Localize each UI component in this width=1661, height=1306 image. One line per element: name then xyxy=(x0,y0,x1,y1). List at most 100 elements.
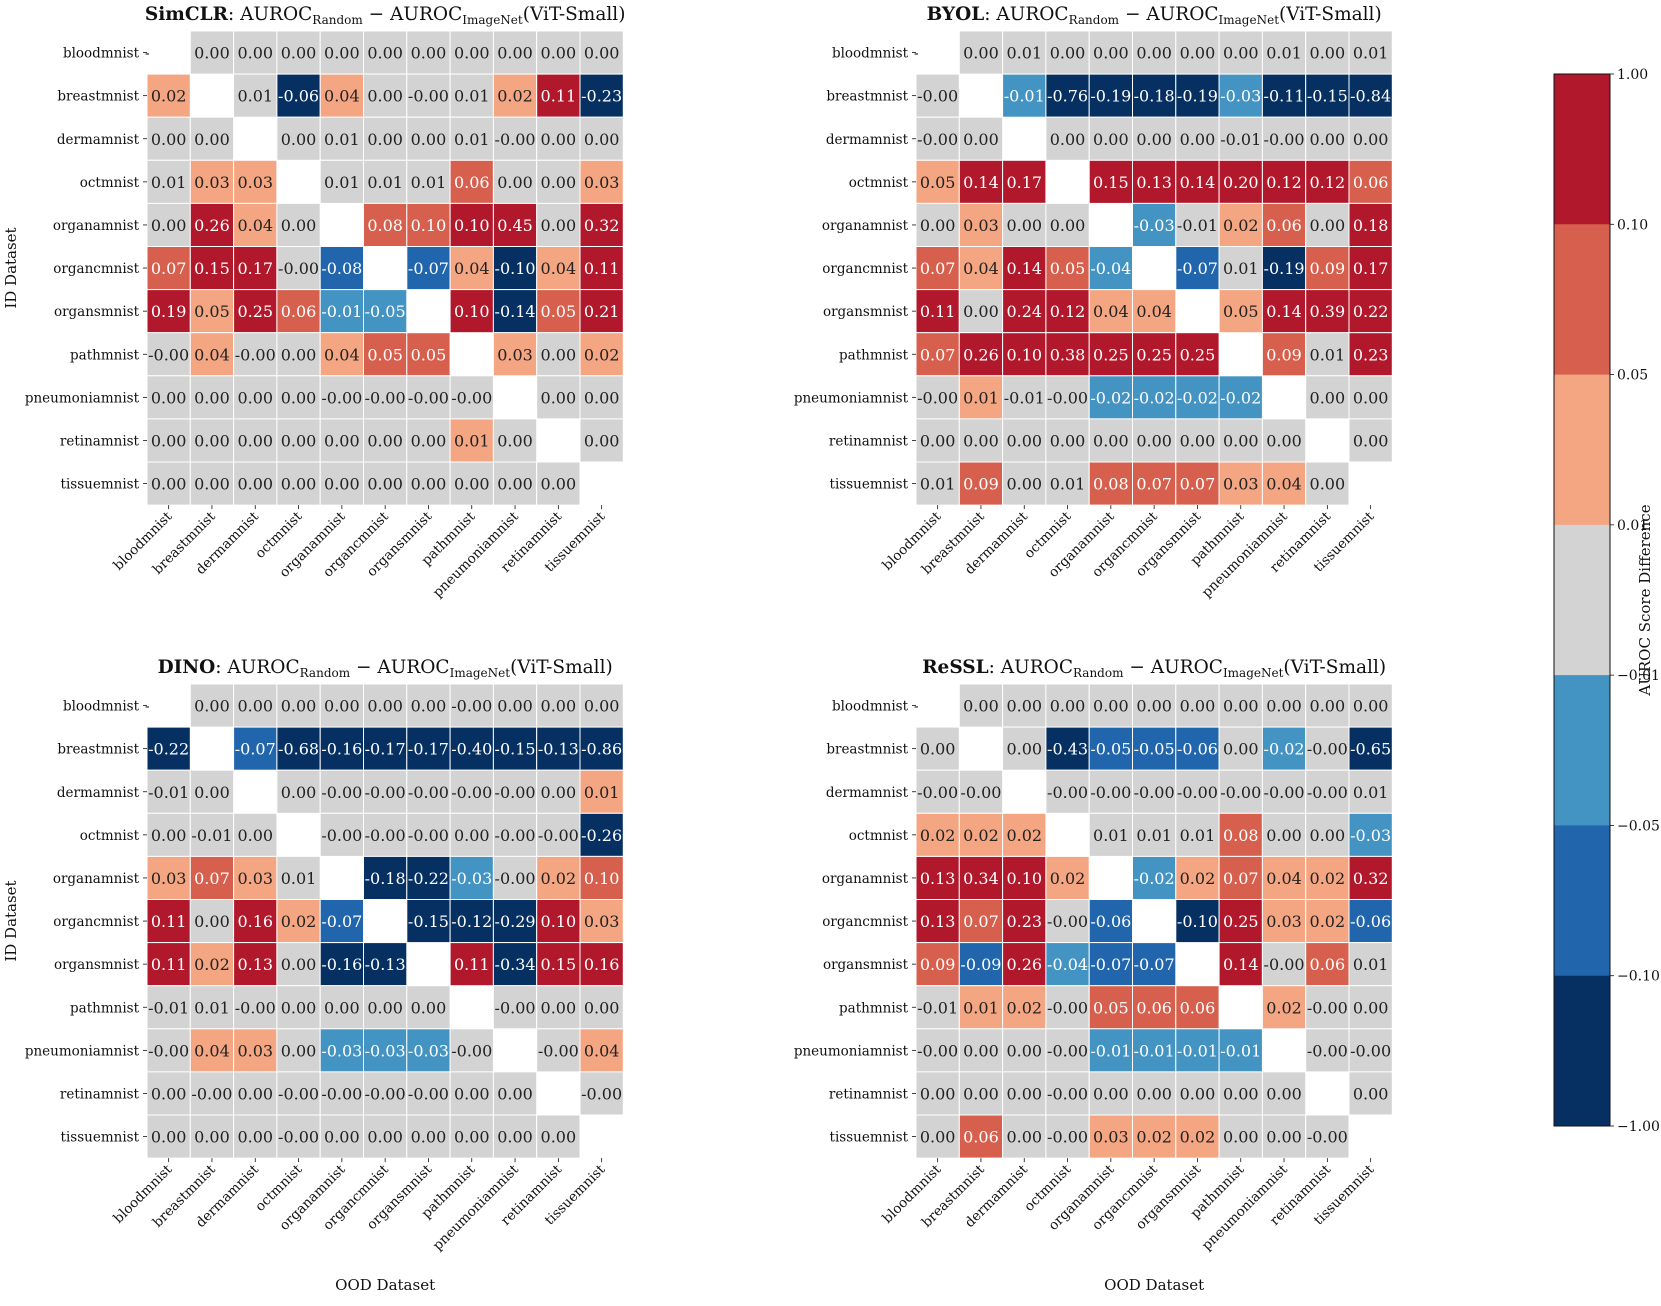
heatmap-cell xyxy=(1261,116,1307,161)
cell-value-label: -0.00 xyxy=(148,345,189,364)
heatmap-cell xyxy=(915,769,960,814)
cell-value-label: 0.00 xyxy=(1223,431,1259,450)
cell-value-label: -0.03 xyxy=(1350,826,1391,845)
cell-value-label: 0.00 xyxy=(1050,697,1086,716)
cell-value-label: -0.01 xyxy=(1004,388,1045,407)
heatmap-cell xyxy=(363,726,408,771)
heatmap-ressl: ReSSL: AUROCRandom − AUROCImageNet(ViT-S… xyxy=(794,657,1393,1294)
cell-value-label: 0.03 xyxy=(963,216,999,235)
cell-value-label: -0.06 xyxy=(1090,912,1131,931)
y-tick-label: tissuemnist xyxy=(830,477,909,493)
cell-value-label: 0.04 xyxy=(194,345,230,364)
cell-value-label: 0.01 xyxy=(1050,475,1086,494)
cell-value-label: 0.12 xyxy=(1050,302,1086,321)
heatmap-cell xyxy=(1088,30,1133,75)
cell-value-label: -0.11 xyxy=(1264,87,1305,106)
heatmap-cell xyxy=(492,73,538,118)
cell-value-label: 0.00 xyxy=(151,826,187,845)
title-sub-random: Random xyxy=(1073,666,1124,680)
heatmap-cell xyxy=(1002,246,1047,291)
heatmap-cell xyxy=(536,375,581,420)
cell-value-label: 0.00 xyxy=(367,87,403,106)
heatmap-cell xyxy=(1132,30,1177,75)
cell-value-label: 0.32 xyxy=(1353,869,1389,888)
cell-value-label: 0.00 xyxy=(237,826,273,845)
cell-value-label: 0.08 xyxy=(1093,475,1129,494)
heatmap-cell xyxy=(536,1028,581,1073)
heatmap-cell xyxy=(915,461,960,506)
cell-value-label: -0.00 xyxy=(1307,740,1348,759)
title-sub-imagenet: ImageNet xyxy=(462,13,523,27)
y-tick-label: bloodmnist xyxy=(63,46,140,62)
cell-value-label: 0.00 xyxy=(497,44,533,63)
cell-value-label: 0.03 xyxy=(584,912,620,931)
cell-value-label: -0.07 xyxy=(1134,955,1175,974)
heatmap-cell xyxy=(319,726,365,771)
heatmap-cell xyxy=(1045,418,1090,463)
heatmap-cell xyxy=(1175,683,1220,728)
cell-value-label: 0.00 xyxy=(1136,697,1172,716)
heatmap-cell xyxy=(1218,289,1263,334)
heatmap-cell xyxy=(579,812,624,857)
cell-value-label: 0.00 xyxy=(1093,130,1129,149)
cell-value-label: 0.00 xyxy=(963,130,999,149)
heatmap-cell xyxy=(915,116,960,161)
heatmap-cell xyxy=(189,332,235,377)
cell-value-label: -0.00 xyxy=(495,783,536,802)
cell-value-label: 0.00 xyxy=(237,431,273,450)
cell-value-label: 0.12 xyxy=(1266,173,1302,192)
cell-value-label: 0.02 xyxy=(1310,869,1346,888)
cell-value-label: -0.00 xyxy=(365,783,406,802)
heatmap-cell xyxy=(958,855,1004,901)
cell-value-label: 0.07 xyxy=(1136,475,1172,494)
heatmap-cell xyxy=(492,30,538,75)
cell-value-label: 0.00 xyxy=(454,475,490,494)
y-tick-label: organcmnist xyxy=(53,914,139,930)
cell-value-label: 0.19 xyxy=(151,302,187,321)
cell-value-label: 0.04 xyxy=(237,216,273,235)
heatmap-cell xyxy=(579,30,624,75)
title-sub-random: Random xyxy=(1069,13,1120,27)
cell-value-label: 0.00 xyxy=(367,130,403,149)
cell-value-label: -0.14 xyxy=(495,302,536,321)
y-tick-label: organcmnist xyxy=(822,914,908,930)
heatmap-cell xyxy=(536,116,581,161)
heatmap-cell xyxy=(1305,683,1350,728)
heatmap-cell xyxy=(1305,769,1350,814)
cell-value-label: 0.23 xyxy=(1353,345,1389,364)
cell-value-label: 0.04 xyxy=(324,87,360,106)
heatmap-cell xyxy=(1088,461,1133,506)
cell-value-label: 0.00 xyxy=(1353,388,1389,407)
cell-value-label: -0.00 xyxy=(1307,998,1348,1017)
cell-value-label: 0.00 xyxy=(963,1084,999,1103)
cell-value-label: 0.00 xyxy=(1006,1128,1042,1147)
heatmap-cell xyxy=(536,246,581,291)
heatmap-cell xyxy=(233,159,278,204)
cell-value-label: 0.00 xyxy=(281,1041,317,1060)
cell-value-label: 0.00 xyxy=(497,475,533,494)
cell-value-label: 0.00 xyxy=(1006,216,1042,235)
heatmap-cell xyxy=(1002,683,1047,728)
cell-value-label: -0.00 xyxy=(451,1041,492,1060)
colorbar-segment xyxy=(1554,224,1610,376)
cell-value-label: 0.00 xyxy=(497,697,533,716)
heatmap-cell xyxy=(1218,899,1263,944)
heatmap-cell xyxy=(1348,289,1393,334)
heatmap-cell xyxy=(1132,1028,1177,1073)
cell-value-label: 0.00 xyxy=(324,44,360,63)
heatmap-cell xyxy=(1305,116,1350,161)
chart-title: ReSSL: AUROCRandom − AUROCImageNet(ViT-S… xyxy=(922,657,1386,680)
heatmap-cell xyxy=(276,899,321,944)
heatmap-cell xyxy=(958,1071,1004,1116)
colorbar-frame xyxy=(1553,73,1611,1127)
heatmap-cell xyxy=(1348,899,1393,944)
cell-value-label: -0.00 xyxy=(1264,783,1305,802)
y-tick-label: octmnist xyxy=(80,828,140,844)
cell-value-label: -0.10 xyxy=(1177,912,1218,931)
cell-value-label: 0.00 xyxy=(367,44,403,63)
cell-value-label: 0.06 xyxy=(1310,955,1346,974)
cell-value-label: -0.76 xyxy=(1047,87,1088,106)
heatmap-cell xyxy=(319,375,365,420)
cell-value-label: 0.00 xyxy=(367,475,403,494)
heatmap-cell xyxy=(1002,461,1047,506)
